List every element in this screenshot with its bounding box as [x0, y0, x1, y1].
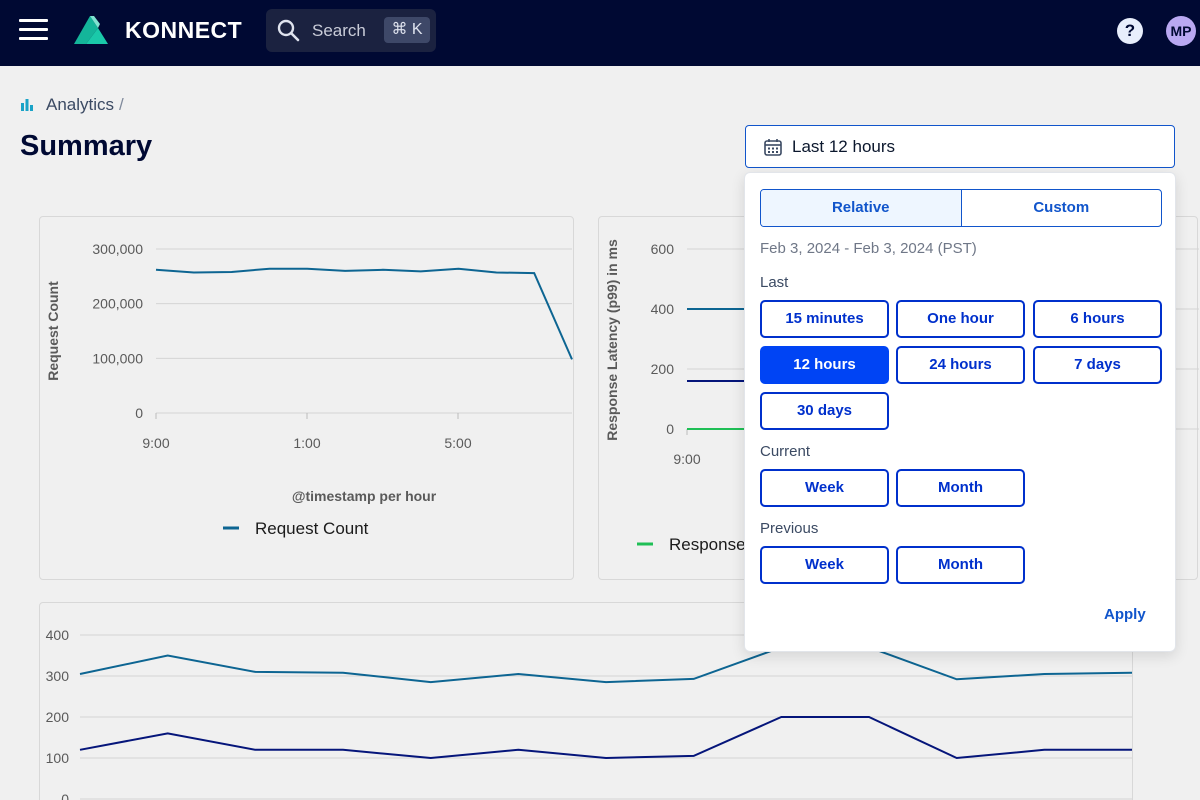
y-tick-label: 100,000: [92, 350, 143, 366]
date-range-trigger[interactable]: Last 12 hours: [745, 125, 1175, 168]
y-tick-label: 100: [46, 750, 70, 766]
y-tick-label: 300,000: [92, 241, 143, 257]
option-24-hours[interactable]: 24 hours: [896, 346, 1025, 384]
current-section-label: Current: [760, 443, 811, 460]
option-6-hours[interactable]: 6 hours: [1033, 300, 1162, 338]
y-tick-label: 400: [46, 627, 70, 643]
y-tick-label: 0: [61, 791, 69, 800]
legend-label: Response: [669, 535, 746, 554]
breadcrumb-separator: /: [119, 95, 124, 114]
breadcrumb-analytics-link[interactable]: Analytics: [46, 95, 115, 114]
y-tick-label: 200,000: [92, 296, 143, 312]
series-line-1: [155, 267, 573, 360]
y-tick-label: 0: [135, 405, 143, 421]
option-30-days[interactable]: 30 days: [760, 392, 889, 430]
option-previous-week[interactable]: Week: [760, 546, 889, 584]
request-count-chart-card: 300,000 200,000 100,000 0 9:00 1:00 5:00 Reques…: [39, 216, 574, 580]
user-avatar[interactable]: MP: [1166, 16, 1196, 46]
top-nav-bar: KONNECT Search ⌘ K ? MP: [0, 0, 1200, 66]
legend-label: Request Count: [255, 519, 369, 538]
option-previous-month[interactable]: Month: [896, 546, 1025, 584]
option-current-week[interactable]: Week: [760, 469, 889, 507]
x-axis-label: @timestamp per hour: [292, 488, 437, 504]
tab-relative[interactable]: Relative: [761, 190, 962, 226]
selected-range-text: Feb 3, 2024 - Feb 3, 2024 (PST): [760, 240, 977, 257]
y-tick-label: 200: [651, 361, 675, 377]
y-axis-label: Response Latency (p99) in ms: [604, 239, 620, 441]
y-tick-label: 600: [651, 241, 675, 257]
search-label: Search: [312, 21, 366, 40]
tab-custom[interactable]: Custom: [1033, 199, 1090, 216]
konnect-logo-icon[interactable]: [70, 12, 110, 48]
option-15-minutes[interactable]: 15 minutes: [760, 300, 889, 338]
hamburger-menu-icon[interactable]: [18, 16, 50, 44]
last-section-label: Last: [760, 274, 789, 291]
series-line-1: [79, 646, 1133, 684]
y-tick-label: 200: [46, 709, 70, 725]
y-axis-label: Request Count: [45, 281, 61, 381]
x-tick-label: 5:00: [444, 435, 471, 451]
x-tick-label: 1:00: [293, 435, 320, 451]
brand-name[interactable]: KONNECT: [125, 17, 243, 43]
apply-button[interactable]: Apply: [1104, 606, 1146, 623]
series-line-2: [79, 716, 1132, 760]
date-range-popover: Relative Custom Feb 3, 2024 - Feb 3, 202…: [744, 172, 1176, 652]
x-tick-label: 9:00: [673, 451, 700, 467]
x-tick-label: 9:00: [142, 435, 169, 451]
y-tick-label: 400: [651, 301, 675, 317]
latency-trend-chart-card: 400 300 200 100 0: [39, 602, 1133, 800]
request-count-chart: 300,000 200,000 100,000 0 9:00 1:00 5:00 Reques…: [45, 241, 573, 538]
option-one-hour[interactable]: One hour: [896, 300, 1025, 338]
analytics-bar-chart-icon: [21, 99, 33, 111]
date-range-label: Last 12 hours: [792, 137, 896, 156]
search-shortcut-badge: ⌘ K: [384, 17, 430, 43]
search-icon: [277, 19, 300, 42]
search-box[interactable]: Search ⌘ K: [266, 9, 436, 52]
y-tick-label: 0: [666, 421, 674, 437]
option-current-month[interactable]: Month: [896, 469, 1025, 507]
help-icon[interactable]: ?: [1117, 18, 1143, 44]
breadcrumb: Analytics /: [20, 95, 124, 115]
page-title: Summary: [20, 130, 153, 162]
option-12-hours[interactable]: 12 hours: [760, 346, 889, 384]
previous-section-label: Previous: [760, 520, 819, 537]
calendar-icon: [764, 139, 782, 156]
relative-custom-toggle: Relative Custom: [760, 189, 1162, 227]
option-7-days[interactable]: 7 days: [1033, 346, 1162, 384]
y-tick-label: 300: [46, 668, 70, 684]
